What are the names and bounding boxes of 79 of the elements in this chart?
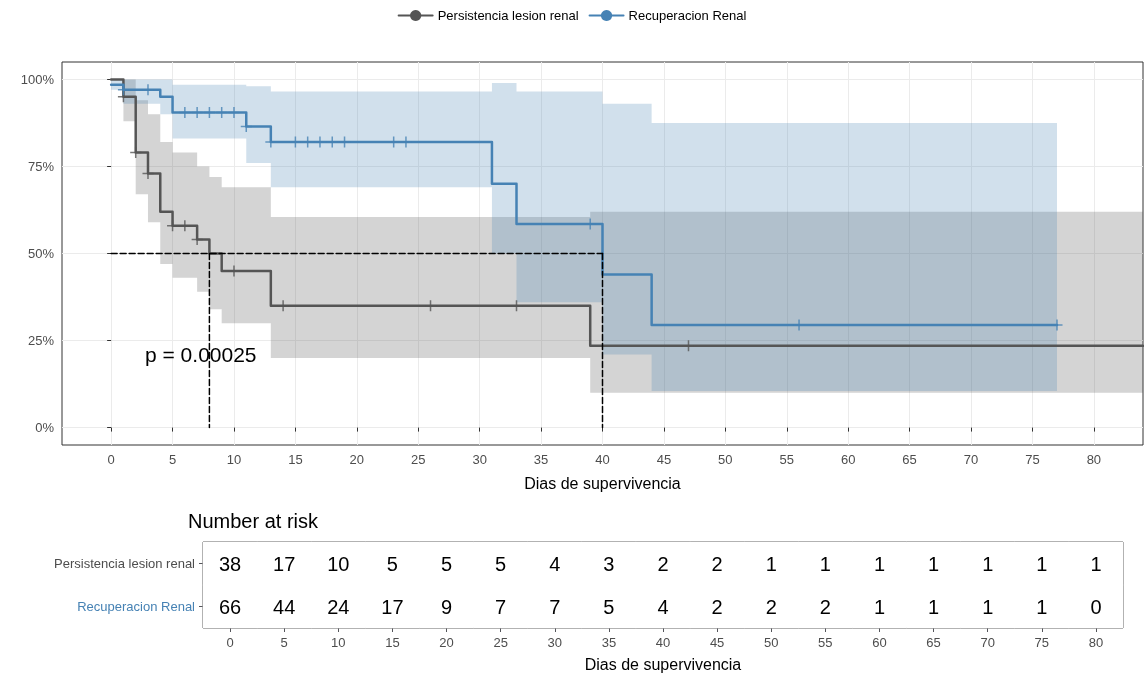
data-label: 4	[549, 552, 561, 575]
x-tick-label: 20	[349, 452, 365, 467]
data-label: 2	[819, 595, 831, 618]
x-tick-label: 30	[472, 452, 487, 467]
data-label: 5	[386, 552, 398, 575]
y-tick-label: 50%	[27, 246, 55, 261]
x-tick-label: 0	[226, 635, 234, 650]
x-axis-title: Dias de supervivencia	[524, 474, 681, 492]
data-label: 3	[603, 552, 615, 575]
x-tick-label: 50	[718, 452, 733, 467]
x-tick-label: 70	[963, 452, 979, 467]
y-tick-label: 25%	[27, 333, 55, 349]
x-tick-label: 60	[840, 452, 856, 467]
data-label: 9	[440, 595, 453, 618]
data-label: 1	[765, 552, 777, 575]
data-label: 66	[218, 595, 242, 618]
chart-title: Number at risk	[188, 510, 320, 532]
y-tick-label: 100%	[20, 71, 55, 87]
x-axis-title: Dias de supervivencia	[584, 655, 742, 673]
x-tick-label: 25	[493, 635, 508, 650]
legend-label: Recuperacion Renal	[628, 8, 747, 23]
data-label: 2	[711, 552, 723, 575]
x-tick-label: 75	[1025, 452, 1040, 467]
data-label: 7	[549, 595, 561, 618]
x-tick-label: 15	[288, 452, 303, 467]
x-tick-label: 5	[280, 635, 288, 650]
x-tick-label: 65	[902, 452, 917, 467]
x-tick-label: 40	[595, 452, 610, 467]
data-label: 1	[928, 552, 940, 575]
data-label: 17	[273, 552, 296, 575]
x-tick-label: 10	[331, 635, 346, 650]
data-label: 1	[873, 595, 886, 618]
data-label: 1	[1036, 552, 1048, 575]
x-tick-label: 55	[779, 452, 794, 467]
x-tick-label: 20	[439, 635, 454, 650]
data-label: 7	[495, 595, 507, 618]
x-tick-label: 45	[656, 452, 672, 467]
data-label: 1	[982, 552, 994, 575]
x-tick-label: 60	[872, 635, 887, 650]
data-label: 5	[440, 552, 453, 575]
data-label: 38	[218, 552, 242, 575]
x-tick-label: 15	[385, 635, 400, 650]
x-tick-label: 70	[980, 635, 995, 650]
x-tick-label: 40	[655, 635, 671, 650]
data-label: 10	[327, 552, 350, 575]
x-tick-label: 45	[709, 635, 725, 650]
x-tick-label: 35	[601, 635, 617, 650]
y-tick-label: 75%	[27, 158, 55, 174]
y-tick-label: 0%	[35, 420, 55, 436]
x-tick-label: 35	[533, 452, 549, 467]
data-label: 1	[982, 595, 994, 618]
x-tick-label: 50	[764, 635, 779, 650]
data-label: 1	[1036, 595, 1048, 618]
x-tick-label: 5	[168, 452, 177, 467]
annotation: p = 0.00025	[145, 343, 257, 366]
data-label: 4	[657, 595, 669, 618]
data-label: 1	[1090, 552, 1102, 575]
data-label: 0	[1090, 595, 1102, 618]
data-label: 1	[928, 595, 940, 618]
data-label: 5	[495, 552, 507, 575]
data-label: 24	[327, 595, 350, 618]
data-label: 1	[819, 552, 831, 575]
x-tick-label: 80	[1086, 452, 1102, 467]
data-label: 17	[381, 595, 404, 618]
x-tick-label: 0	[107, 452, 115, 467]
x-tick-label: 80	[1088, 635, 1104, 650]
data-label: 2	[711, 595, 723, 618]
legend-label: Persistencia lesion renal	[437, 8, 579, 23]
data-label: 44	[273, 595, 296, 618]
data-label: 1	[873, 552, 886, 575]
x-tick-label: 75	[1034, 635, 1050, 650]
x-tick-label: 25	[411, 452, 426, 467]
data-label: 2	[657, 552, 669, 575]
data-label: 5	[603, 595, 615, 618]
x-tick-label: 65	[926, 635, 941, 650]
x-tick-label: 30	[547, 635, 562, 650]
x-tick-label: 10	[226, 452, 242, 467]
data-label: 2	[765, 595, 777, 618]
x-tick-label: 55	[818, 635, 833, 650]
